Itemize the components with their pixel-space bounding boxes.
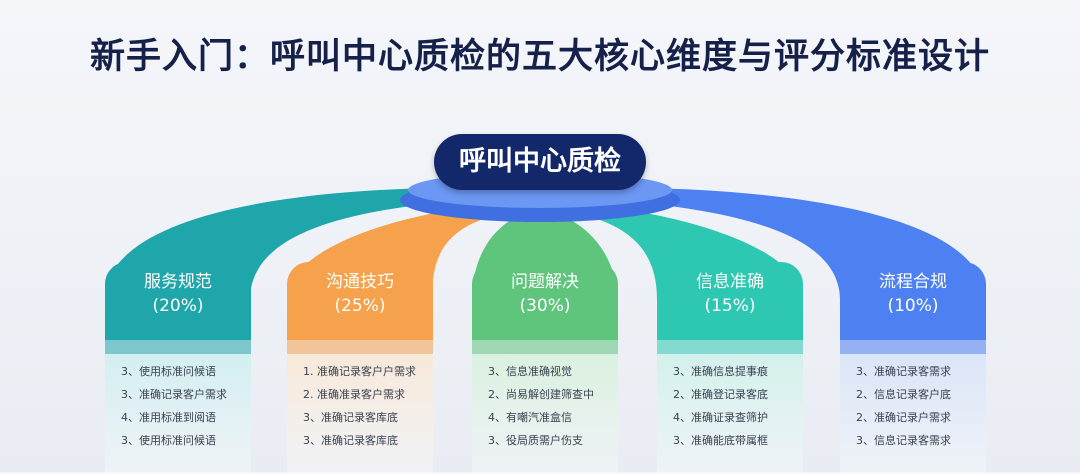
criteria-item: 3、信息记录客需求	[856, 434, 951, 447]
criteria-item: 3、准确记录客户需求	[121, 388, 227, 401]
criteria-item: 2、信息记录客户底	[856, 388, 951, 401]
divider	[472, 340, 618, 354]
dimension-name: 问题解决	[511, 272, 579, 292]
criteria-item: 3、准确能底带属框	[673, 434, 768, 447]
dimension-name: 信息准确	[696, 272, 764, 292]
criteria-list: 3、信息准确视觉 2、尚易解创建筛查中 4、有嘲汽准盒信 3、役局质需户伤支	[472, 354, 618, 474]
divider	[287, 340, 433, 354]
dimension-weight: (10%)	[887, 296, 939, 316]
dimension-weight: (20%)	[152, 296, 204, 316]
dimension-column: 流程合规 (10%) 3、准确记录客需求 2、信息记录客户底 2、准确记录户需求 3、信息…	[840, 262, 986, 474]
divider	[840, 340, 986, 354]
criteria-item: 2、准确登记录客底	[673, 388, 768, 401]
dimension-header: 服务规范 (20%)	[105, 262, 251, 340]
criteria-list: 3、使用标准问候语 3、准确记录客户需求 4、准用标准到阅语 3、使用标准问候语	[105, 354, 251, 474]
dimension-weight: (30%)	[519, 296, 571, 316]
dimension-weight: (25%)	[334, 296, 386, 316]
criteria-item: 2、尚易解创建筛查中	[488, 388, 594, 401]
criteria-item: 3、使用标准问候语	[121, 434, 216, 447]
dimension-name: 服务规范	[144, 272, 212, 292]
dimension-column: 问题解决 (30%) 3、信息准确视觉 2、尚易解创建筛查中 4、有嘲汽准盒信 3、役局质…	[472, 262, 618, 474]
dimension-header: 问题解决 (30%)	[472, 262, 618, 340]
dimension-header: 信息准确 (15%)	[657, 262, 803, 340]
hub-label: 呼叫中心质检	[434, 134, 646, 190]
divider	[105, 340, 251, 354]
criteria-item: 2. 准确准录客户需求	[303, 388, 405, 401]
page-title: 新手入门：呼叫中心质检的五大核心维度与评分标准设计	[89, 37, 990, 77]
criteria-item: 4、有嘲汽准盒信	[488, 411, 572, 424]
criteria-list: 3、准确记录客需求 2、信息记录客户底 2、准确记录户需求 3、信息记录客需求	[840, 354, 986, 474]
criteria-list: 3、准确信息提事痕 2、准确登记录客底 4、准确证录查筛护 3、准确能底带属框	[657, 354, 803, 474]
dimension-weight: (15%)	[704, 296, 756, 316]
criteria-item: 1. 准确记录客户户需求	[303, 365, 416, 378]
criteria-item: 3、役局质需户伤支	[488, 434, 583, 447]
dimension-name: 沟通技巧	[326, 272, 394, 292]
criteria-list: 1. 准确记录客户户需求 2. 准确准录客户需求 3、准确记录客库底 3、准确记录客库…	[287, 354, 433, 474]
criteria-item: 2、准确记录户需求	[856, 411, 951, 424]
dimension-column: 沟通技巧 (25%) 1. 准确记录客户户需求 2. 准确准录客户需求 3、准确记录客库…	[287, 262, 433, 474]
criteria-item: 3、准确记录客需求	[856, 365, 951, 378]
dimension-name: 流程合规	[879, 272, 947, 292]
dimension-header: 沟通技巧 (25%)	[287, 262, 433, 340]
criteria-item: 3、准确信息提事痕	[673, 365, 768, 378]
criteria-item: 4、准确证录查筛护	[673, 411, 768, 424]
dimension-header: 流程合规 (10%)	[840, 262, 986, 340]
criteria-item: 3、信息准确视觉	[488, 365, 572, 378]
criteria-item: 3、准确记录客库底	[303, 411, 398, 424]
criteria-item: 3、使用标准问候语	[121, 365, 216, 378]
criteria-item: 4、准用标准到阅语	[121, 411, 216, 424]
criteria-item: 3、准确记录客库底	[303, 434, 398, 447]
divider	[657, 340, 803, 354]
dimension-column: 信息准确 (15%) 3、准确信息提事痕 2、准确登记录客底 4、准确证录查筛护 3、准确…	[657, 262, 803, 474]
dimension-column: 服务规范 (20%) 3、使用标准问候语 3、准确记录客户需求 4、准用标准到阅语 3、使…	[105, 262, 251, 474]
